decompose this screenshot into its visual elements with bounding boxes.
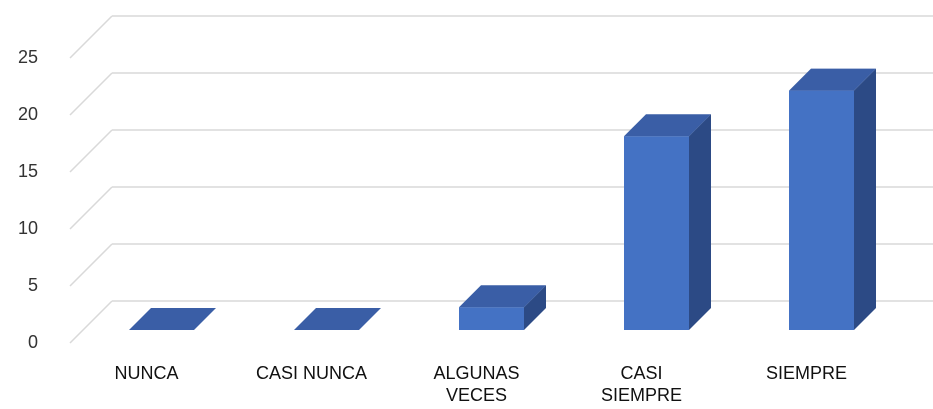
grid-line-side [69, 15, 113, 59]
grid-line-side [69, 243, 113, 287]
y-tick-label: 5 [28, 275, 38, 295]
grid-line-side [69, 186, 113, 230]
grid-line-side [69, 129, 113, 173]
bar-top [459, 285, 546, 308]
bar [459, 285, 546, 330]
y-tick-label: 15 [18, 161, 38, 181]
bar [789, 68, 876, 330]
bar-front [789, 90, 854, 330]
bar-top [294, 308, 381, 330]
bar [624, 114, 711, 330]
bar-front [459, 307, 524, 330]
bar-side [689, 114, 711, 330]
x-tick-label: ALGUNAS VECES [433, 363, 520, 405]
bar-top [789, 68, 876, 91]
x-tick-label: CASI NUNCA [255, 363, 367, 383]
y-tick-label: 0 [28, 332, 38, 352]
x-tick-label: SIEMPRE [765, 363, 848, 383]
bar-front [624, 136, 689, 330]
grid-line-side [69, 300, 113, 344]
y-tick-label: 25 [18, 47, 38, 67]
x-tick-label: NUNCA [114, 363, 179, 383]
bar [129, 308, 216, 330]
y-tick-label: 20 [18, 104, 38, 124]
x-tick-label: CASI SIEMPRE [600, 363, 683, 405]
bar-side [854, 68, 876, 330]
bar-side [524, 285, 546, 330]
grid-line-side [69, 72, 113, 116]
bar [294, 308, 381, 330]
y-tick-label: 10 [18, 218, 38, 238]
bar-top [129, 308, 216, 330]
bar-top [624, 114, 711, 137]
